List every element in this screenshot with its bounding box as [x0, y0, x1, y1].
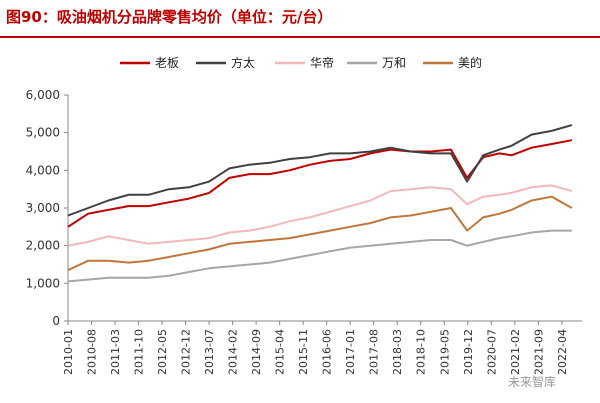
x-axis: 2010-01 2010-08 2011-03 2011-10 2012-05 2012-…: [62, 320, 582, 375]
y-tick-label: 0: [52, 314, 60, 328]
legend-label: 万和: [382, 56, 406, 70]
series-lines: [67, 124, 573, 283]
x-tick-label: 2017-01: [344, 329, 357, 375]
series-line-方太: [67, 124, 573, 217]
y-axis: 0 1,000 2,000 3,000 4,000 5,000 6,000: [26, 88, 69, 328]
series-line-万和: [67, 229, 572, 283]
x-tick-label: 2012-05: [156, 329, 169, 375]
y-tick-label: 3,000: [26, 201, 60, 215]
x-tick-label: 2014-02: [227, 329, 240, 375]
x-tick-label: 2011-10: [133, 329, 146, 375]
legend-label: 方太: [231, 55, 255, 70]
y-tick-label: 1,000: [26, 276, 60, 290]
x-tick-label: 2013-07: [203, 329, 216, 375]
x-tick-label: 2021-09: [532, 329, 545, 375]
series-line-美的: [67, 195, 573, 272]
x-tick-label: 2022-04: [556, 329, 569, 375]
x-tick-label: 2019-12: [462, 329, 475, 375]
x-tick-label: 2014-09: [250, 329, 263, 375]
y-tick-label: 4,000: [26, 163, 60, 177]
series-line-华帝: [67, 184, 573, 247]
x-tick-label: 2021-02: [509, 329, 522, 375]
y-tick-label: 5,000: [26, 126, 60, 140]
legend: 老板 方太 华帝 万和 美的: [120, 55, 482, 70]
x-tick-label: 2015-04: [274, 329, 287, 375]
series-line-老板: [67, 139, 573, 228]
x-tick-label: 2020-07: [485, 329, 498, 375]
legend-label: 美的: [458, 55, 482, 70]
x-tick-label: 2011-03: [109, 329, 122, 375]
x-tick-label: 2010-08: [86, 329, 99, 375]
x-tick-label: 2018-03: [391, 329, 404, 375]
watermark: 未来智库: [508, 374, 556, 389]
x-tick-label: 2018-10: [415, 329, 428, 375]
chart-title: 图90：吸油烟机分品牌零售均价（单位：元/台）: [6, 8, 333, 26]
legend-label: 华帝: [310, 55, 334, 70]
x-tick-label: 2019-05: [438, 329, 451, 375]
x-tick-label: 2017-08: [368, 329, 381, 375]
title-rule: [0, 36, 600, 38]
x-tick-label: 2015-11: [297, 329, 310, 375]
y-tick-label: 2,000: [26, 239, 60, 253]
legend-label: 老板: [155, 56, 179, 70]
x-tick-label: 2010-01: [62, 329, 75, 375]
x-tick-label: 2016-06: [321, 329, 334, 375]
y-tick-label: 6,000: [26, 88, 60, 102]
x-tick-label: 2012-12: [180, 329, 193, 375]
